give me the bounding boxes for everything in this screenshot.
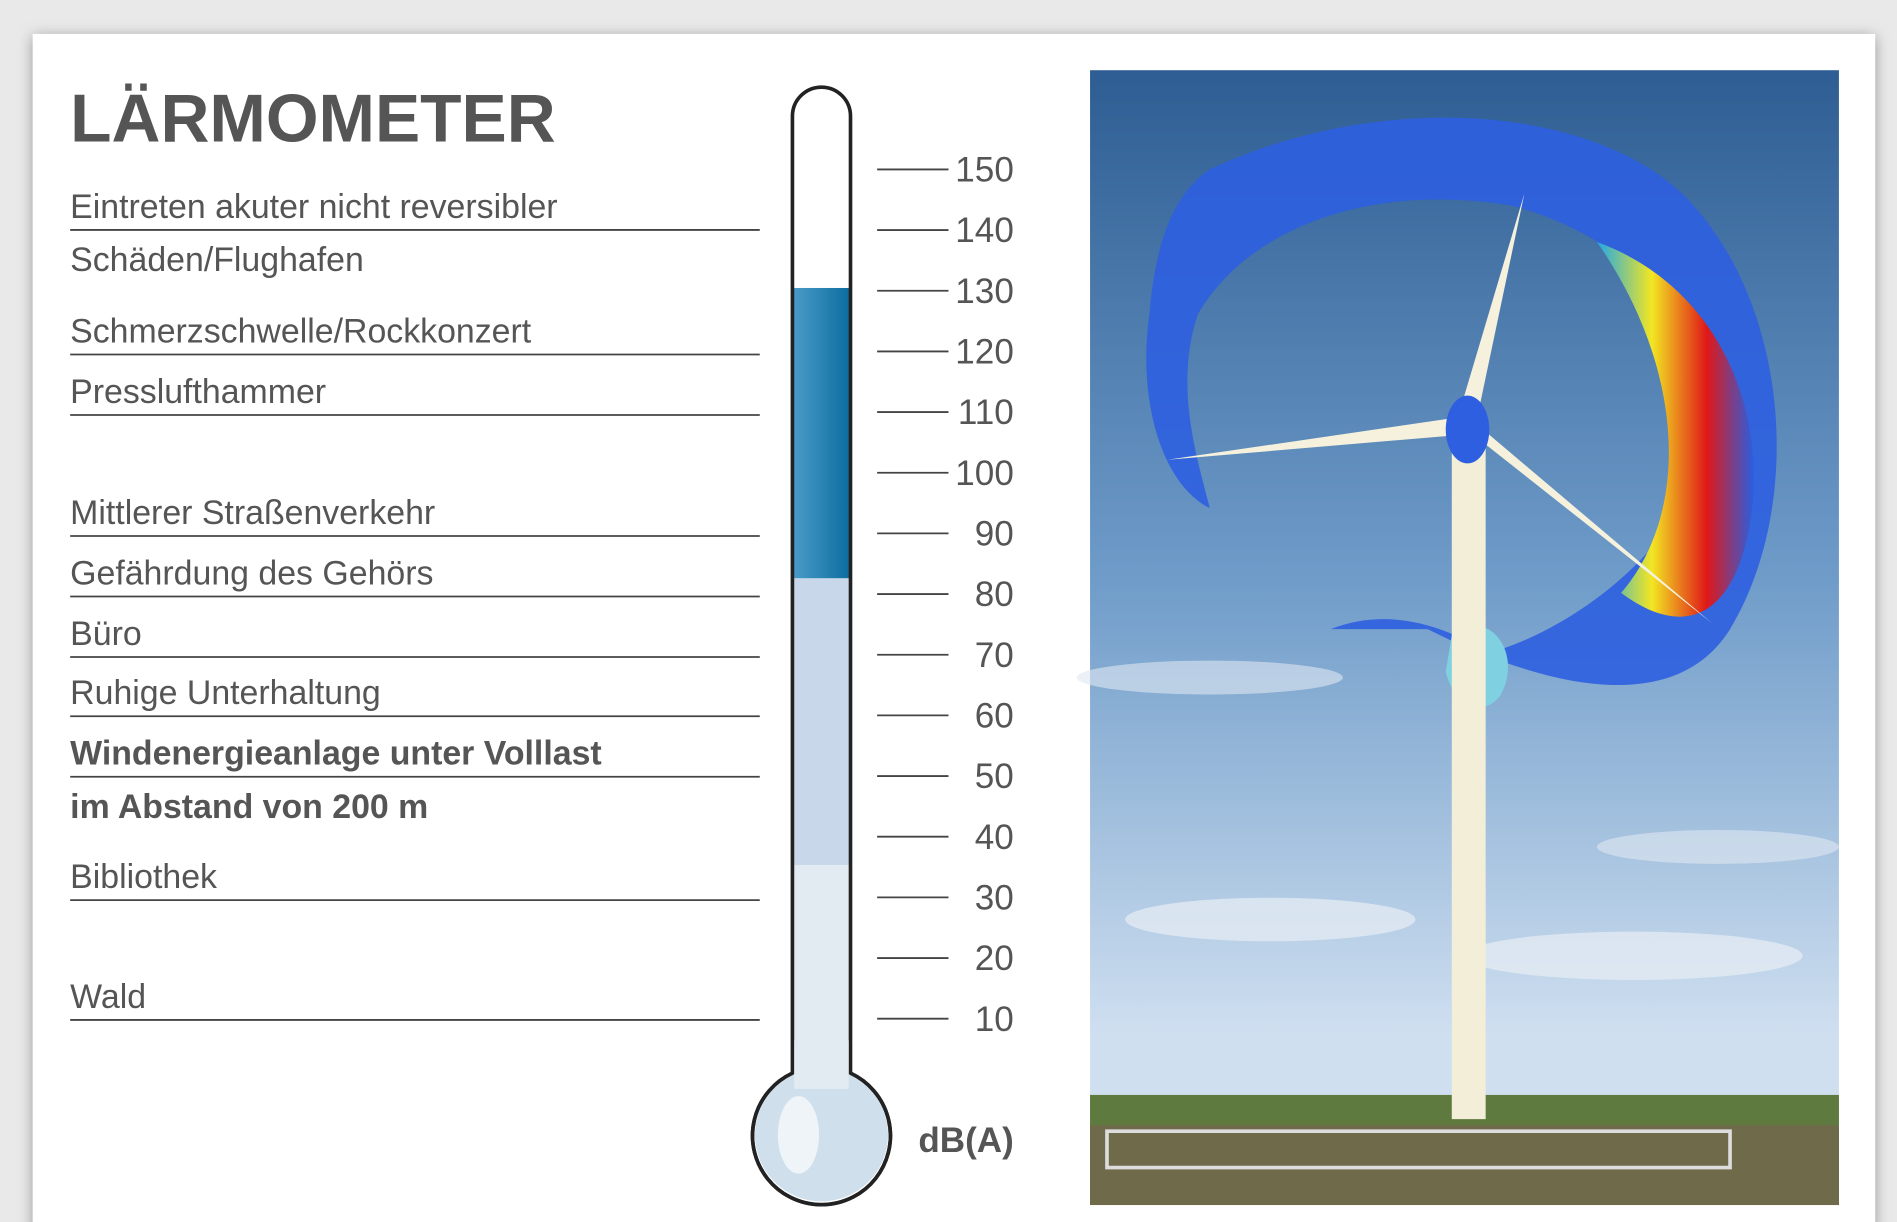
item-label: im Abstand von 200 m — [70, 788, 428, 826]
item-label: Mittlerer Straßenverkehr — [70, 494, 435, 532]
thermometer — [750, 85, 893, 1207]
tick-label: 40 — [975, 818, 1014, 857]
item-label: Ruhige Unterhaltung — [70, 674, 381, 712]
item-label: Windenergieanlage unter Volllast — [70, 735, 602, 773]
tick-label: 70 — [975, 636, 1014, 675]
unit-label: dB(A) — [918, 1121, 1013, 1160]
item-label: Eintreten akuter nicht reversibler — [70, 188, 557, 226]
item-label: Presslufthammer — [70, 373, 326, 411]
photo — [1076, 70, 1839, 1206]
tick-label: 110 — [958, 393, 1014, 432]
tick-label: 90 — [975, 514, 1014, 553]
tick-label: 20 — [975, 939, 1014, 978]
tick-label: 80 — [975, 575, 1014, 614]
tick-label: 140 — [955, 211, 1014, 250]
item-label: Bibliothek — [70, 858, 217, 896]
tick-label: 100 — [955, 454, 1014, 493]
tick-label: 10 — [975, 1000, 1014, 1039]
tick-label: 60 — [975, 696, 1014, 735]
tick-label: 120 — [955, 333, 1014, 372]
tick-label: 130 — [955, 272, 1014, 311]
tick-label: 30 — [975, 878, 1014, 917]
item-label: Gefährdung des Gehörs — [70, 554, 433, 592]
tick-label: 150 — [955, 151, 1014, 190]
item-label: Wald — [70, 978, 146, 1016]
item-label: Büro — [70, 615, 142, 653]
title: LÄRMOMETER — [70, 82, 556, 157]
item-label: Schmerzschwelle/Rockkonzert — [70, 312, 532, 350]
tick-label: 50 — [975, 757, 1014, 796]
item-label: Schäden/Flughafen — [70, 241, 364, 279]
